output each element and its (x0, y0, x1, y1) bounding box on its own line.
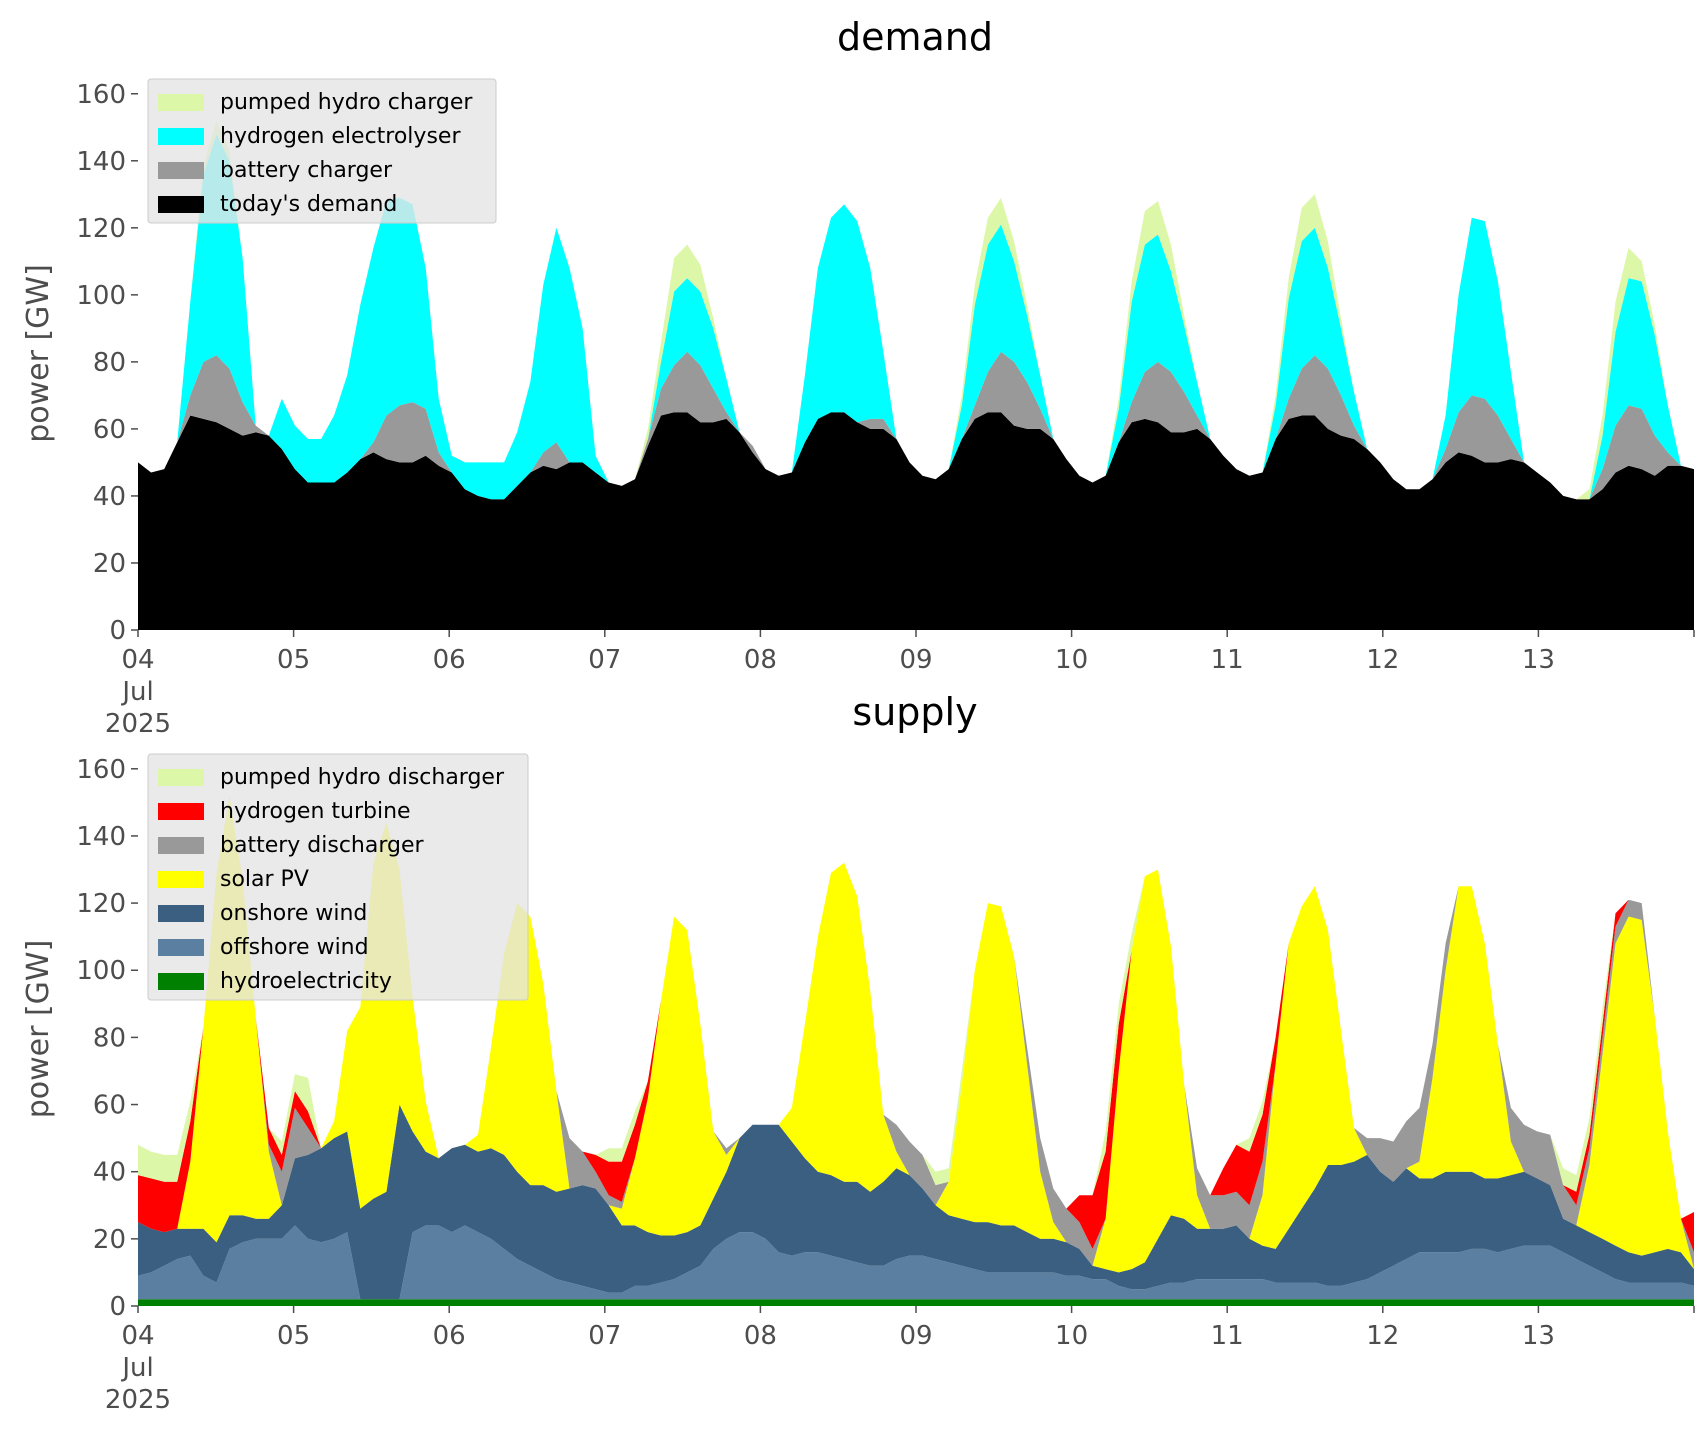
supply-chart-title: supply (852, 690, 977, 734)
y-tick-label: 60 (93, 415, 126, 445)
x-tick-label: 07 (588, 645, 621, 675)
x-tick-label: 08 (744, 1321, 777, 1351)
legend-label: hydroelectricity (220, 969, 392, 994)
x-tick-label: 09 (899, 645, 932, 675)
legend-swatch (158, 162, 204, 179)
y-tick-label: 160 (76, 80, 126, 110)
x-tick-label: 04 (121, 1321, 154, 1351)
area-today-s-demand (138, 412, 1694, 630)
y-tick-label: 80 (93, 1023, 126, 1053)
y-tick-label: 80 (93, 348, 126, 378)
area-battery-discharger (138, 795, 1694, 1270)
demand-chart-title: demand (837, 15, 993, 59)
legend-swatch (158, 128, 204, 145)
y-tick-label: 100 (76, 956, 126, 986)
legend-label: pumped hydro discharger (220, 765, 505, 790)
x-tick-label: 09 (899, 1321, 932, 1351)
x-tick-label: 10 (1055, 645, 1088, 675)
y-tick-label: 60 (93, 1091, 126, 1121)
legend-label: hydrogen turbine (220, 799, 411, 824)
legend-label: pumped hydro charger (220, 90, 473, 115)
y-tick-label: 20 (93, 1225, 126, 1255)
y-tick-label: 120 (76, 889, 126, 919)
supply-chart: 0 20 40 60 80 100 120 140 160 power [GW] 04Jul2025… (21, 753, 1695, 1415)
legend-label: offshore wind (220, 935, 369, 960)
legend-label: today's demand (220, 192, 397, 217)
x-tick-label: 10 (1055, 1321, 1088, 1351)
x-tick-label: 06 (433, 645, 466, 675)
legend-swatch (158, 94, 204, 111)
area-battery-charger (138, 351, 1694, 500)
legend-label: battery charger (220, 158, 393, 183)
y-axis-label: power [GW] (21, 264, 56, 443)
x-tick-label: 07 (588, 1321, 621, 1351)
y-tick-label: 0 (109, 616, 126, 646)
x-tick-label: 11 (1211, 1321, 1244, 1351)
y-tick-label: 160 (76, 755, 126, 785)
x-tick-label: 2025 (105, 709, 171, 739)
y-tick-label: 140 (76, 822, 126, 852)
legend (147, 78, 497, 224)
x-tick-label: 12 (1366, 645, 1399, 675)
x-tick-label: 11 (1211, 645, 1244, 675)
y-tick-label: 40 (93, 482, 126, 512)
legend-label: onshore wind (220, 901, 367, 926)
x-tick-label: 12 (1366, 1321, 1399, 1351)
demand-chart: 0 20 40 60 80 100 120 140 160 power [GW] 04Jul2025… (21, 78, 1695, 739)
legend-swatch (158, 973, 204, 990)
legend-swatch (158, 803, 204, 820)
x-tick-label: 13 (1522, 1321, 1555, 1351)
legend-swatch (158, 837, 204, 854)
x-tick-label: 06 (433, 1321, 466, 1351)
legend (147, 753, 529, 1001)
y-axis-label: power [GW] (21, 940, 56, 1119)
y-tick-label: 20 (93, 549, 126, 579)
legend-label: hydrogen electrolyser (220, 124, 461, 149)
area-pumped-hydro-charger (138, 120, 1694, 500)
y-tick-label: 0 (109, 1292, 126, 1322)
x-tick-label: 2025 (105, 1385, 171, 1415)
x-tick-label: 04 (121, 645, 154, 675)
legend-swatch (158, 871, 204, 888)
legend-label: battery discharger (220, 833, 425, 858)
area-offshore-wind (138, 1225, 1694, 1300)
y-tick-label: 140 (76, 147, 126, 177)
area-hydroelectricity (138, 1299, 1694, 1306)
legend-swatch (158, 769, 204, 786)
y-tick-label: 120 (76, 214, 126, 244)
y-tick-label: 40 (93, 1158, 126, 1188)
area-hydrogen-electrolyser (138, 134, 1694, 500)
legend-swatch (158, 905, 204, 922)
area-onshore-wind (138, 1104, 1694, 1300)
legend-swatch (158, 939, 204, 956)
y-tick-label: 100 (76, 281, 126, 311)
x-tick-label: Jul (120, 677, 153, 707)
x-tick-label: Jul (120, 1353, 153, 1383)
legend-label: solar PV (220, 867, 309, 892)
x-tick-label: 05 (277, 1321, 310, 1351)
x-tick-label: 08 (744, 645, 777, 675)
x-tick-label: 13 (1522, 645, 1555, 675)
legend-swatch (158, 196, 204, 213)
x-tick-label: 05 (277, 645, 310, 675)
